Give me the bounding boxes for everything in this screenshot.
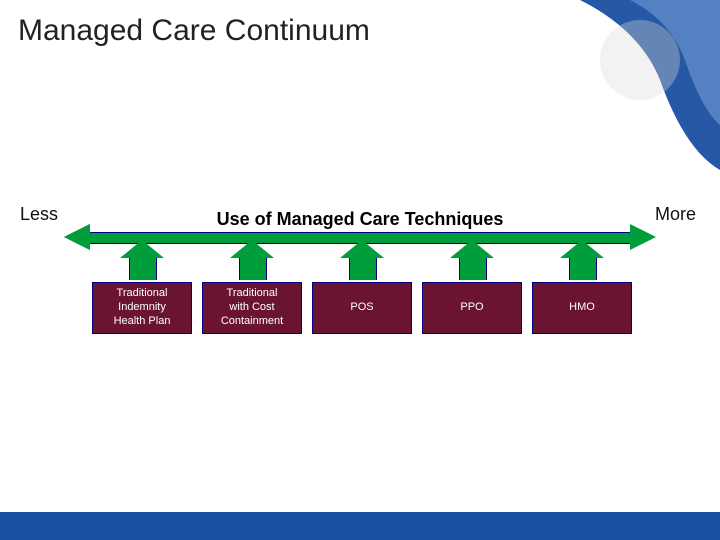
corner-decoration [460,0,720,220]
slide: Managed Care Continuum Less More Use of … [0,0,720,540]
spectrum-caption: Use of Managed Care Techniques [0,209,720,230]
plan-label: Traditional with Cost Containment [221,287,283,328]
plan-label: HMO [569,301,595,315]
slide-title: Managed Care Continuum [18,14,370,48]
up-arrow-stem [459,258,487,280]
plan-box: Traditional Indemnity Health Plan [92,282,192,334]
plan-box: Traditional with Cost Containment [202,282,302,334]
up-arrow [560,240,604,258]
up-arrow [120,240,164,258]
plan-label: Traditional Indemnity Health Plan [114,287,171,328]
up-arrow [340,240,384,258]
plan-label: POS [350,301,373,315]
plan-box: HMO [532,282,632,334]
up-arrow-stem [239,258,267,280]
up-arrow [230,240,274,258]
continuum-diagram: Less More Use of Managed Care Techniques… [0,200,720,400]
plan-label: PPO [460,301,483,315]
up-arrow-stem [349,258,377,280]
spectrum-arrow-left [64,224,90,250]
spectrum-arrow-right [630,224,656,250]
up-arrow-stem [569,258,597,280]
up-arrow [450,240,494,258]
bottom-bar [0,512,720,540]
up-arrow-stem [129,258,157,280]
plan-box: PPO [422,282,522,334]
plan-box: POS [312,282,412,334]
